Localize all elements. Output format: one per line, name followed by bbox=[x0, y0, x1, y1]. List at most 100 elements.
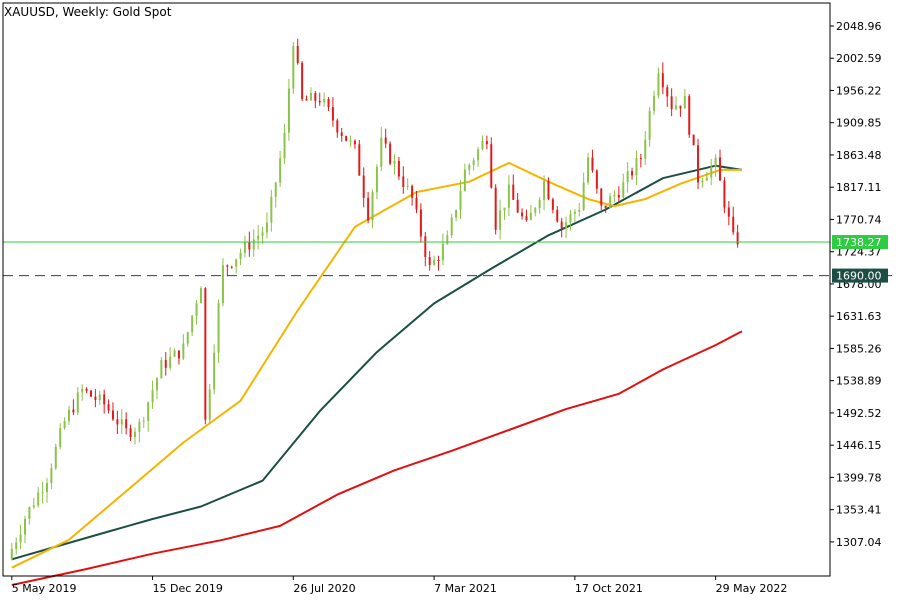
candle bbox=[701, 177, 704, 188]
candle-body bbox=[103, 394, 106, 405]
candle bbox=[582, 172, 585, 211]
candle bbox=[415, 191, 418, 214]
candle bbox=[455, 209, 458, 222]
candle bbox=[111, 402, 114, 421]
candle-body bbox=[521, 212, 524, 217]
candle bbox=[270, 189, 273, 232]
y-tick-label: 1956.22 bbox=[836, 84, 882, 97]
candle-body bbox=[292, 46, 295, 89]
candle bbox=[547, 177, 550, 201]
candle-body bbox=[318, 100, 321, 103]
candle bbox=[622, 173, 625, 199]
candle-body bbox=[538, 199, 541, 209]
candle-body bbox=[349, 140, 352, 142]
candle bbox=[147, 401, 150, 432]
candle-body bbox=[353, 140, 356, 145]
candle bbox=[182, 334, 185, 361]
candle bbox=[411, 184, 414, 206]
candle-body bbox=[727, 207, 730, 217]
candle-body bbox=[164, 359, 167, 368]
candle bbox=[257, 225, 260, 250]
candle-body bbox=[129, 428, 132, 438]
candle bbox=[609, 192, 612, 209]
chart-title: XAUUSD, Weekly: Gold Spot bbox=[4, 5, 172, 19]
candle-body bbox=[63, 420, 66, 429]
candle-body bbox=[463, 169, 466, 192]
candle bbox=[371, 189, 374, 229]
candle bbox=[503, 207, 506, 220]
candle bbox=[736, 224, 739, 248]
candle-body bbox=[679, 105, 682, 109]
candle-body bbox=[666, 87, 669, 97]
candle-body bbox=[529, 212, 532, 221]
candle bbox=[380, 127, 383, 172]
candle-body bbox=[111, 410, 114, 420]
candle-body bbox=[525, 216, 528, 221]
candle-body bbox=[507, 184, 510, 208]
candle-body bbox=[327, 98, 330, 108]
candle-body bbox=[81, 388, 84, 393]
candle bbox=[204, 287, 207, 425]
candle bbox=[107, 399, 110, 414]
candle bbox=[591, 149, 594, 173]
candle bbox=[230, 265, 233, 269]
candle-body bbox=[107, 404, 110, 411]
candle bbox=[239, 248, 242, 266]
candle bbox=[331, 97, 334, 127]
candle bbox=[309, 87, 312, 101]
candle-body bbox=[626, 171, 629, 183]
candle bbox=[446, 230, 449, 245]
candle-body bbox=[719, 157, 722, 181]
candle bbox=[274, 181, 277, 208]
candle bbox=[63, 417, 66, 430]
candle bbox=[697, 138, 700, 190]
candle-body bbox=[125, 419, 128, 429]
candle-body bbox=[472, 160, 475, 165]
candle-body bbox=[402, 176, 405, 187]
candle bbox=[679, 105, 682, 117]
candle bbox=[437, 255, 440, 271]
candle bbox=[406, 178, 409, 191]
candle-body bbox=[617, 194, 620, 198]
candle-body bbox=[283, 132, 286, 159]
y-tick-label: 2002.59 bbox=[836, 52, 882, 65]
candle bbox=[305, 95, 308, 101]
candle-body bbox=[252, 239, 255, 250]
candle bbox=[600, 187, 603, 211]
level-price-label: 1690.00 bbox=[836, 270, 882, 283]
candle-body bbox=[543, 181, 546, 200]
candle-body bbox=[305, 99, 308, 101]
candle-body bbox=[384, 137, 387, 144]
candle-body bbox=[389, 143, 392, 164]
candle-body bbox=[147, 402, 150, 421]
candle-body bbox=[72, 409, 75, 413]
level-price-tag: 1690.00 bbox=[832, 268, 888, 283]
candle bbox=[428, 251, 431, 271]
candle bbox=[538, 196, 541, 214]
candle bbox=[37, 487, 40, 508]
candle-body bbox=[723, 180, 726, 208]
candle-body bbox=[23, 518, 26, 535]
candle bbox=[362, 167, 365, 208]
candle-body bbox=[371, 192, 374, 221]
candle-body bbox=[265, 222, 268, 233]
candle bbox=[595, 169, 598, 194]
candle bbox=[19, 524, 22, 549]
current-price-tag: 1738.27 bbox=[832, 235, 888, 250]
candle bbox=[705, 172, 708, 181]
candle-body bbox=[494, 187, 497, 230]
candle-body bbox=[393, 160, 396, 164]
candle-body bbox=[450, 217, 453, 236]
candle bbox=[226, 264, 229, 277]
candle bbox=[714, 154, 717, 177]
candle bbox=[120, 409, 123, 435]
candle-body bbox=[345, 135, 348, 141]
candle-body bbox=[481, 141, 484, 150]
candle-body bbox=[499, 210, 502, 230]
candle bbox=[635, 150, 638, 186]
candle-body bbox=[446, 235, 449, 244]
candle bbox=[15, 537, 18, 555]
candle bbox=[155, 376, 158, 400]
candle bbox=[261, 226, 264, 244]
